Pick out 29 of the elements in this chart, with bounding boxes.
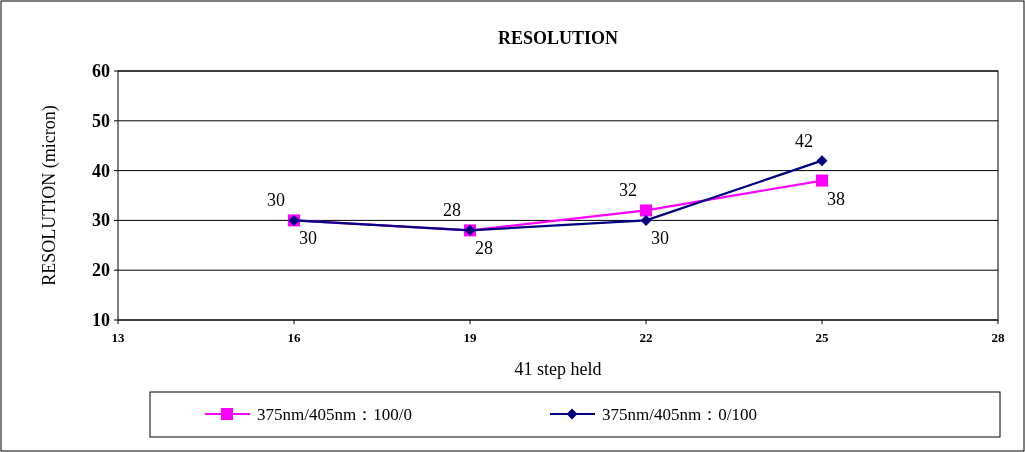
data-label: 38 (827, 188, 845, 209)
legend-label: 375nm/405nm：100/0 (257, 405, 412, 424)
x-tick-label: 22 (639, 330, 653, 345)
point (640, 214, 652, 226)
x-tick-label: 25 (815, 330, 829, 345)
chart-title: RESOLUTION (497, 28, 619, 48)
x-tick-label: 19 (463, 330, 477, 345)
y-tick-label: 10 (92, 310, 110, 330)
y-axis-title: RESOLUTION (micron) (39, 105, 60, 286)
y-tick-label: 30 (92, 210, 110, 231)
x-tick-label: 13 (111, 330, 125, 345)
data-label: 28 (443, 200, 461, 221)
point (816, 174, 828, 187)
y-tick-label: 40 (92, 160, 110, 181)
data-label: 32 (619, 180, 637, 201)
y-tick-label: 20 (92, 260, 110, 281)
point (816, 155, 828, 167)
x-axis-title: 41 step held (514, 359, 602, 379)
data-label: 30 (299, 228, 317, 249)
y-tick-label: 60 (92, 61, 110, 81)
data-label: 28 (475, 238, 493, 259)
data-label: 30 (267, 190, 285, 211)
data-label: 30 (651, 228, 669, 249)
point (640, 204, 652, 217)
y-tick-label: 50 (92, 110, 110, 131)
x-tick-label: 28 (991, 330, 1005, 345)
data-label: 42 (795, 130, 813, 151)
legend-label: 375nm/405nm：0/100 (602, 405, 757, 424)
x-tick-label: 16 (287, 330, 301, 345)
